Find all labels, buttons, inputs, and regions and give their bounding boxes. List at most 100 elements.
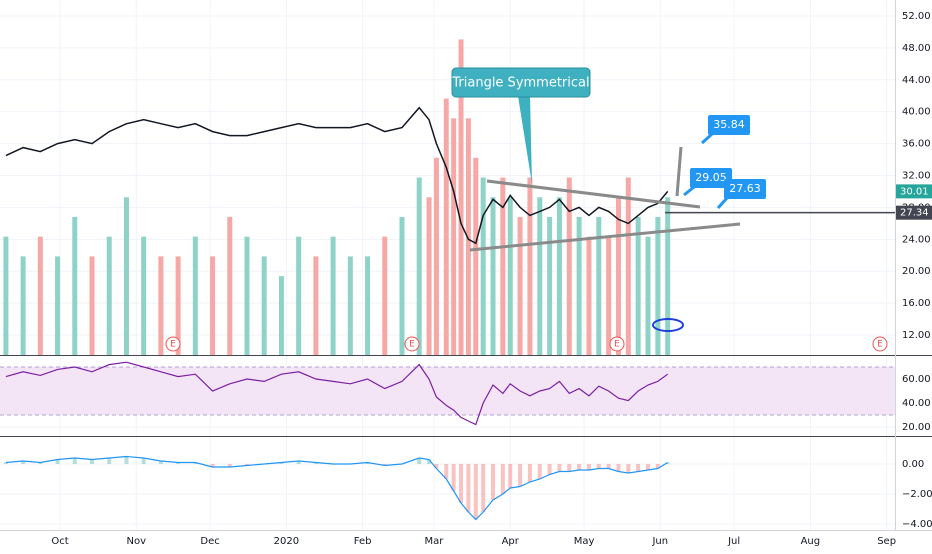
price-tag — [896, 184, 932, 199]
volume-bar — [443, 98, 449, 355]
price-tag-text: 27.34 — [900, 208, 929, 219]
macd-bar — [466, 464, 471, 512]
earnings-text: E — [409, 340, 415, 350]
volume-bar — [141, 236, 147, 355]
label-text: 29.05 — [695, 171, 727, 184]
volume-bar — [473, 157, 479, 355]
trend-line — [469, 222, 741, 252]
x-tick-label: May — [574, 536, 595, 547]
macd-bar — [473, 464, 478, 520]
macd-bar — [55, 459, 60, 464]
earnings-marker — [872, 336, 888, 352]
volume-bar — [175, 256, 181, 355]
macd-bar — [508, 464, 513, 488]
price-tag-text: 30.01 — [900, 186, 929, 197]
price-label: 35.84 — [700, 115, 750, 145]
macd-bar — [596, 464, 601, 469]
callout-pointer — [518, 96, 532, 184]
price-tag — [896, 205, 932, 220]
earnings-markers: E E E E — [165, 336, 888, 352]
rsi-line — [5, 361, 669, 426]
y-tick-label: 52.00 — [902, 11, 931, 22]
macd-bar — [626, 464, 631, 473]
macd-bar — [636, 464, 641, 472]
x-tick-label: Feb — [354, 536, 372, 547]
volume-bar — [37, 236, 43, 355]
earnings-marker — [404, 336, 420, 352]
y-tick-label: 40.00 — [902, 107, 931, 118]
volume-bar — [416, 177, 422, 355]
macd-bar — [500, 464, 505, 494]
label-text: 27.63 — [729, 182, 761, 195]
label-box — [708, 115, 750, 135]
volume-bar — [399, 216, 405, 355]
macd-line — [5, 455, 669, 521]
volume-bar — [365, 256, 371, 355]
x-tick-label: Sep — [877, 536, 896, 547]
macd-bar — [451, 464, 456, 491]
callout-text: Triangle Symmetrical — [451, 76, 589, 91]
volume-bar — [645, 236, 651, 355]
volume-bar — [3, 236, 9, 355]
macd-bar — [665, 462, 670, 464]
price-line — [5, 106, 669, 245]
y-tick-label: 40.00 — [902, 398, 931, 409]
callout-box — [451, 67, 591, 98]
macd-bar — [296, 461, 301, 464]
volume-bar — [566, 177, 572, 355]
volume-bar — [635, 216, 641, 355]
macd-bar — [417, 458, 422, 464]
y-tick-label: −2.00 — [902, 489, 932, 500]
macd-bar — [38, 462, 43, 464]
volume-bar — [458, 39, 464, 355]
macd-bar — [557, 464, 562, 472]
volume-bar — [20, 256, 26, 355]
macd-bar — [491, 464, 496, 500]
x-tick-label: Jun — [651, 536, 668, 547]
volume-bar — [227, 216, 233, 355]
y-tick-label: 36.00 — [902, 139, 931, 150]
macd-bar — [365, 462, 370, 464]
volume-bar — [507, 197, 513, 355]
label-text: 35.84 — [713, 118, 745, 131]
earnings-marker — [165, 336, 181, 352]
y-tick-label: 44.00 — [902, 75, 931, 86]
volume-bar — [123, 197, 129, 355]
trend-line — [486, 179, 701, 209]
x-tick-label: Jul — [727, 536, 740, 547]
volume-bar — [500, 177, 506, 355]
macd-bar — [427, 459, 432, 464]
volume-bar — [596, 216, 602, 355]
y-tick-label: 48.00 — [902, 43, 931, 54]
y-tick-label: 60.00 — [902, 374, 931, 385]
volume-bar — [480, 177, 486, 355]
macd-bar — [3, 462, 8, 464]
label-pointer — [716, 196, 729, 210]
macd-bar — [577, 464, 582, 470]
x-tick-label: Apr — [502, 536, 520, 547]
y-tick-label: −4.00 — [902, 519, 932, 530]
earnings-text: E — [877, 340, 883, 350]
y-tick-label: 0.00 — [902, 459, 924, 470]
earnings-text: E — [170, 340, 176, 350]
volume-bar — [158, 256, 164, 355]
x-tick-label: Mar — [425, 536, 445, 547]
label-box — [724, 179, 766, 199]
x-tick-label: 2020 — [274, 536, 299, 547]
y-tick-label: 24.00 — [902, 234, 931, 245]
macd-bar — [279, 462, 284, 464]
macd-bar — [459, 464, 464, 503]
projection-line — [675, 146, 683, 197]
macd-bar — [227, 464, 232, 467]
macd-bar — [527, 464, 532, 482]
macd-bar — [176, 462, 181, 464]
macd-bar — [586, 464, 591, 470]
volume-bar — [426, 197, 432, 355]
volume-bar — [556, 197, 562, 355]
macd-bar — [107, 458, 112, 464]
volume-bar — [347, 256, 353, 355]
label-box — [690, 168, 732, 188]
marks — [0, 39, 895, 521]
volume-bar — [192, 236, 198, 355]
x-tick-label: Nov — [127, 536, 147, 547]
